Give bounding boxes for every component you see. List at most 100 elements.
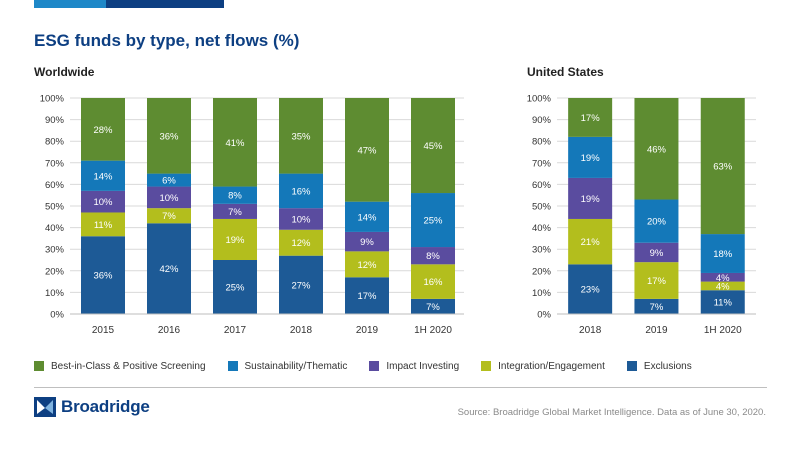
top-accent-bar-light [34, 0, 106, 8]
world-data-label-impact-investing-2015: 10% [93, 197, 113, 208]
us-bar-impact-investing-1h-2020 [700, 272, 745, 282]
world-bar-best-in-class-positive-screening-1h-2020 [411, 98, 455, 194]
world-data-label-best-in-class-positive-screening-2016: 36% [159, 131, 179, 142]
us-data-label-exclusions-2019: 7% [650, 302, 664, 313]
world-data-label-integration-engagement-2018: 12% [291, 238, 311, 249]
us-bar-integration-engagement-1h-2020 [700, 281, 745, 291]
us-data-label-impact-investing-2018: 19% [581, 194, 601, 205]
world-bar-impact-investing-2018 [279, 208, 323, 230]
world-bar-sustainability-thematic-2016 [147, 173, 191, 187]
legend-label: Exclusions [643, 360, 692, 372]
world-data-label-integration-engagement-2017: 19% [225, 235, 245, 246]
world-bar-best-in-class-positive-screening-2018 [279, 98, 323, 174]
world-y-tick-label: 10% [45, 288, 65, 299]
world-bar-sustainability-thematic-2018 [279, 173, 323, 209]
legend-item-exclusions: Exclusions [626, 360, 692, 372]
us-data-label-integration-engagement-1h-2020: 4% [716, 281, 730, 292]
legend-item-best-in-class-positive-screening: Best-in-Class & Positive Screening [34, 361, 206, 372]
source-note: Source: Broadridge Global Market Intelli… [457, 407, 766, 418]
brand-logo: Broadridge [34, 397, 150, 417]
us-bar-exclusions-2018 [568, 264, 613, 314]
world-bar-exclusions-2018 [279, 255, 323, 314]
world-data-label-integration-engagement-2015: 11% [94, 220, 113, 231]
world-bar-exclusions-1h-2020 [411, 298, 455, 314]
us-data-label-integration-engagement-2019: 17% [647, 276, 667, 287]
world-data-label-exclusions-2015: 36% [93, 271, 113, 282]
world-data-label-integration-engagement-2016: 7% [162, 211, 176, 222]
world-data-label-integration-engagement-1h-2020: 16% [423, 277, 443, 288]
world-bar-sustainability-thematic-2017 [213, 186, 257, 204]
world-bar-integration-engagement-1h-2020 [411, 264, 455, 299]
us-data-label-impact-investing-1h-2020: 4% [716, 273, 730, 284]
world-bar-best-in-class-positive-screening-2019 [345, 98, 389, 202]
world-x-tick-label: 2015 [92, 325, 115, 336]
world-data-label-impact-investing-1h-2020: 8% [426, 251, 440, 262]
world-bar-sustainability-thematic-2015 [81, 160, 125, 191]
world-bar-impact-investing-2017 [213, 203, 257, 219]
legend-label: Sustainability/Thematic [244, 360, 348, 372]
legend-swatch [481, 361, 492, 371]
brand-name: Broadridge [61, 397, 150, 416]
world-data-label-exclusions-2016: 42% [159, 264, 179, 275]
legend-label: Impact Investing [386, 360, 460, 372]
world-data-label-best-in-class-positive-screening-2018: 35% [291, 131, 311, 142]
us-y-tick-label: 40% [532, 223, 552, 234]
world-data-label-best-in-class-positive-screening-2015: 28% [93, 125, 113, 136]
world-x-tick-label: 1H 2020 [414, 325, 452, 336]
world-y-tick-label: 0% [50, 310, 64, 321]
us-data-label-sustainability-thematic-1h-2020: 18% [713, 249, 733, 260]
world-y-tick-label: 20% [45, 266, 65, 277]
us-data-label-best-in-class-positive-screening-1h-2020: 63% [713, 162, 733, 173]
legend-label: Best-in-Class & Positive Screening [51, 360, 206, 372]
world-y-tick-label: 30% [45, 245, 65, 256]
us-chart: 0% 10% 20% 30% 40% 50% 60% 70% 80% 90% 100% 23% 21% 1… [527, 94, 756, 336]
worldwide-chart: 0% 10% 20% 30% 40% 50% 60% 70% 80% 90% 100% 36% 11% 1… [40, 94, 464, 336]
legend-swatch [369, 361, 380, 371]
us-data-label-sustainability-thematic-2018: 19% [581, 153, 601, 164]
us-y-tick-label: 30% [532, 245, 552, 256]
legend-swatch [227, 361, 238, 371]
us-x-tick-label: 1H 2020 [704, 325, 742, 336]
us-data-label-integration-engagement-2018: 21% [581, 237, 601, 248]
world-x-tick-label: 2018 [290, 325, 313, 336]
legend-label: Integration/Engagement [498, 360, 605, 372]
world-bar-integration-engagement-2016 [147, 208, 191, 224]
top-accent-bar-dark [106, 0, 224, 8]
world-data-label-exclusions-2019: 17% [357, 291, 377, 302]
world-data-label-sustainability-thematic-2018: 16% [291, 186, 311, 197]
world-data-label-integration-engagement-2019: 12% [357, 260, 377, 271]
us-bar-integration-engagement-2018 [568, 218, 613, 265]
world-bar-sustainability-thematic-1h-2020 [411, 193, 455, 248]
world-x-tick-label: 2016 [158, 325, 181, 336]
world-y-tick-label: 40% [45, 223, 65, 234]
world-bar-integration-engagement-2015 [81, 212, 125, 237]
us-y-tick-label: 90% [532, 115, 552, 126]
legend: Best-in-Class & Positive Screening Sustai… [34, 358, 714, 374]
us-bar-exclusions-2019 [634, 298, 679, 314]
world-data-label-impact-investing-2017: 7% [228, 207, 242, 218]
world-bar-exclusions-2017 [213, 260, 257, 314]
world-bar-integration-engagement-2017 [213, 218, 257, 260]
world-bar-impact-investing-2016 [147, 186, 191, 209]
worldwide-panel-title: Worldwide [34, 65, 95, 79]
world-data-label-impact-investing-2016: 10% [159, 193, 179, 204]
us-bar-impact-investing-2019 [634, 242, 679, 263]
legend-swatch [626, 361, 637, 371]
us-y-tick-label: 50% [532, 202, 552, 213]
world-data-label-exclusions-2018: 27% [291, 280, 311, 291]
us-data-label-exclusions-2018: 23% [581, 285, 601, 296]
world-bar-exclusions-2015 [81, 236, 125, 314]
us-panel-title: United States [527, 65, 604, 79]
us-x-tick-label: 2018 [579, 325, 602, 336]
us-data-label-sustainability-thematic-2019: 20% [647, 217, 667, 228]
world-data-label-exclusions-2017: 25% [225, 283, 245, 294]
broadridge-logo-icon [34, 397, 56, 417]
us-x-tick-label: 2019 [645, 325, 668, 336]
world-data-label-impact-investing-2019: 9% [360, 237, 374, 248]
us-data-label-impact-investing-2019: 9% [650, 248, 664, 259]
world-x-tick-label: 2017 [224, 325, 247, 336]
world-data-label-sustainability-thematic-1h-2020: 25% [423, 216, 443, 227]
us-bar-best-in-class-positive-screening-2019 [634, 98, 679, 200]
world-bar-impact-investing-1h-2020 [411, 247, 455, 265]
us-y-tick-label: 10% [532, 288, 552, 299]
